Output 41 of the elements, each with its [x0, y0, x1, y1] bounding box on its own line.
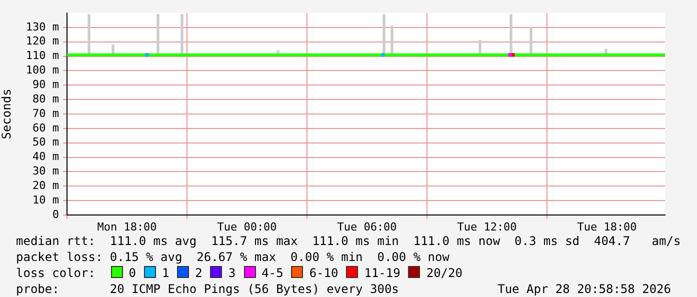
y-tick-label: 20 m	[32, 179, 60, 192]
y-tick-label: 0	[52, 208, 59, 221]
text: packet loss: 0.15 % avg 26.67 % max 0.00 % min 0.00 % now	[16, 249, 450, 265]
y-tick-label: 50 m	[32, 136, 60, 149]
text: probe: 20 ICMP Echo Pings (56 Bytes) every 300s	[16, 282, 399, 296]
bar	[180, 14, 184, 56]
bar	[478, 40, 482, 56]
x-tick-label: Tue 00:00	[217, 220, 277, 234]
legend-label: 4-5	[262, 266, 284, 280]
y-tick-label: 60 m	[32, 121, 60, 134]
bar	[390, 26, 394, 56]
legend-label: 11-19	[364, 266, 400, 280]
bar	[510, 14, 512, 56]
y-tick-label: 90 m	[32, 78, 60, 91]
x-tick-label: Tue 06:00	[337, 220, 397, 234]
legend-label: 1	[162, 266, 170, 280]
y-tick-label: 70 m	[32, 106, 60, 120]
y-tick-label: 80 m	[32, 92, 60, 106]
text: median rtt: 111.0 ms avg 115.7 ms max 111.0 ms min 111.0 ms now 0.3 ms sd 404.7 am/s	[16, 233, 681, 249]
legend-label: 6-10	[309, 266, 338, 280]
y-tick-label: 40 m	[32, 150, 60, 164]
bar	[88, 14, 90, 56]
y-tick-label: 110 m	[26, 49, 60, 62]
legend-label: 20/20	[426, 266, 462, 280]
legend-label: 0	[128, 266, 136, 280]
legend-label: 2	[195, 266, 202, 280]
y-tick-label: 100 m	[26, 64, 60, 77]
y-axis-title: Seconds	[0, 88, 14, 140]
bar	[530, 27, 532, 56]
x-tick-label: Tue 12:00	[457, 220, 517, 234]
text: Tue Apr 28 20:58:58 2026	[498, 281, 671, 297]
y-tick-label: 120 m	[26, 34, 60, 48]
bar	[156, 14, 160, 56]
y-tick-label: 130 m	[26, 20, 60, 34]
x-tick-label: Tue 18:00	[577, 220, 637, 234]
legend-label: 3	[228, 266, 236, 280]
y-tick-label: 10 m	[32, 193, 60, 206]
bar	[382, 14, 386, 56]
legend-title: loss color:	[16, 266, 96, 280]
x-tick-label: Mon 18:00	[97, 220, 157, 234]
y-tick-label: 30 m	[32, 164, 60, 178]
